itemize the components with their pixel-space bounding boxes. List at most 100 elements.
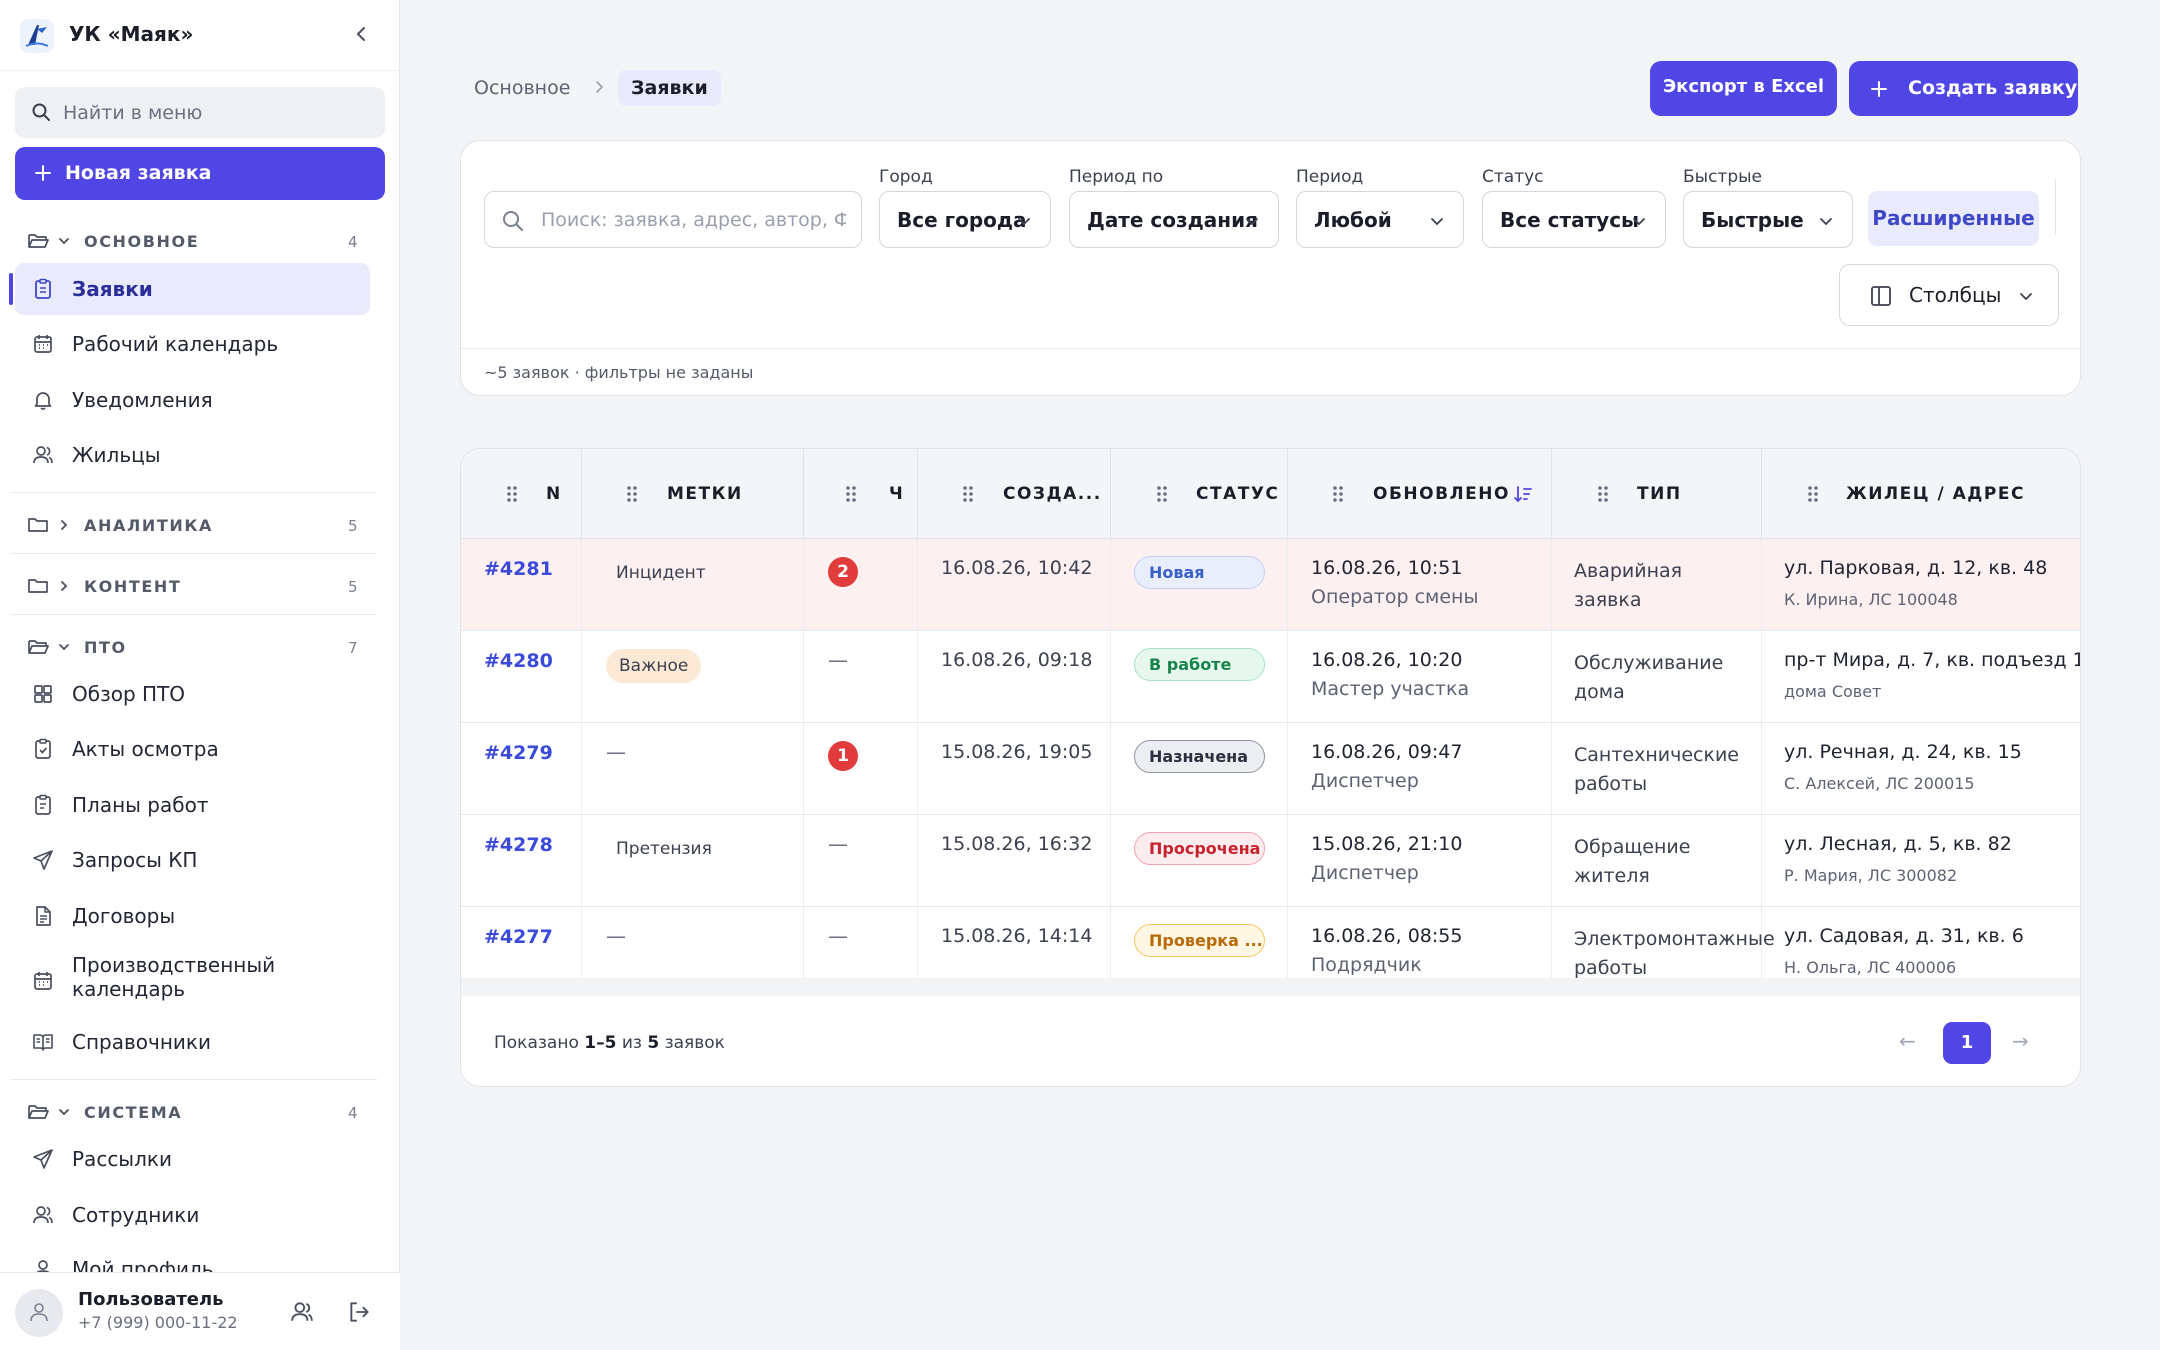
logout-icon[interactable] (347, 1300, 371, 1324)
nav-group-content[interactable]: КОНТЕНТ 5 (0, 571, 400, 601)
next-page-button[interactable]: → (2012, 1029, 2029, 1053)
city-select[interactable]: Все города (879, 191, 1051, 248)
chevron-left-icon (356, 27, 365, 41)
column-header-created[interactable]: СОЗДА... (918, 449, 1111, 539)
sidebar-item-kp-requests[interactable]: Запросы КП (15, 834, 370, 886)
create-request-button[interactable]: Создать заявку (1849, 61, 2078, 116)
sidebar-item-contracts[interactable]: Договоры (15, 890, 370, 942)
created-date: 15.08.26, 14:14 (941, 925, 1093, 947)
column-title: СОЗДА... (1003, 484, 1102, 504)
requests-table: N МЕТКИ Ч СОЗДА... СТАТУС ОБНОВЛЕНО (460, 448, 2081, 1087)
updated-by: Диспетчер (1311, 862, 1419, 884)
sidebar-item-mailings[interactable]: Рассылки (15, 1133, 370, 1185)
sidebar-header: УК «Маяк» (0, 0, 400, 71)
sidebar-item-work-calendar[interactable]: Рабочий календарь (15, 318, 370, 370)
request-id-link[interactable]: #4280 (484, 650, 553, 672)
drag-handle-icon (1333, 486, 1343, 502)
filters-panel: Поиск: заявка, адрес, автор, ФИО Город В… (460, 140, 2081, 396)
request-id-link[interactable]: #4279 (484, 742, 553, 764)
export-excel-button[interactable]: Экспорт в Excel (1650, 61, 1837, 116)
request-id-link[interactable]: #4277 (484, 926, 553, 948)
users-icon (33, 446, 53, 464)
sidebar-item-work-plans[interactable]: Планы работ (15, 779, 370, 831)
comments-count-badge: 1 (828, 741, 858, 771)
prev-page-button[interactable]: ← (1899, 1029, 1916, 1053)
folder-open-icon (28, 234, 49, 248)
table-row[interactable]: #4277 — — 15.08.26, 14:14 Проверка ... 1… (461, 907, 2080, 978)
nav-group-pto[interactable]: ПТО 7 (0, 632, 400, 662)
send-icon (33, 1149, 53, 1169)
sort-descending-icon[interactable] (1513, 484, 1533, 504)
sidebar-item-employees[interactable]: Сотрудники (15, 1189, 370, 1241)
clipboard-list-icon (35, 278, 51, 299)
comments-count-badge: 2 (828, 557, 858, 587)
period-select[interactable]: Любой (1296, 191, 1464, 248)
folder-icon (28, 518, 48, 532)
table-row[interactable]: #4279 — 1 15.08.26, 19:05 Назначена 16.0… (461, 723, 2080, 815)
created-date: 16.08.26, 09:18 (941, 649, 1093, 671)
sidebar-item-label: Рабочий календарь (72, 332, 279, 356)
sidebar-item-production-calendar[interactable]: Производственный календарь (15, 948, 370, 1001)
updated-by: Мастер участка (1311, 678, 1470, 700)
chevron-down-icon (59, 238, 69, 245)
columns-icon (1871, 286, 1891, 306)
nav-group-count: 4 (348, 1104, 358, 1122)
nav-group-system[interactable]: СИСТЕМА 4 (0, 1097, 400, 1127)
chevron-down-icon (59, 644, 69, 651)
drag-handle-icon (846, 486, 856, 502)
collapse-sidebar-button[interactable] (350, 22, 374, 46)
nav-group-count: 7 (348, 639, 358, 657)
advanced-filters-button[interactable]: Расширенные (1868, 191, 2039, 246)
sidebar-divider (11, 553, 377, 554)
table-row[interactable]: #4280 Важное — 16.08.26, 09:18 В работе … (461, 631, 2080, 723)
requests-search-input[interactable]: Поиск: заявка, адрес, автор, ФИО (484, 191, 862, 248)
address: ул. Лесная, д. 5, кв. 82 (1784, 833, 2012, 855)
city-select-value: Все города (897, 208, 1027, 232)
nav-group-main[interactable]: ОСНОВНОЕ 4 (0, 226, 400, 256)
sidebar-item-notifications[interactable]: Уведомления (15, 374, 370, 426)
sidebar-search-input[interactable]: Найти в меню (15, 87, 385, 138)
sidebar-item-label: Заявки (72, 277, 153, 301)
table-row[interactable]: #4278 Претензия — 15.08.26, 16:32 Просро… (461, 815, 2080, 907)
empty-value: — (828, 832, 848, 856)
page-1-button[interactable]: 1 (1943, 1022, 1991, 1064)
sidebar-item-pto-overview[interactable]: Обзор ПТО (15, 668, 370, 720)
avatar[interactable] (15, 1289, 63, 1337)
column-header-type[interactable]: ТИП (1552, 449, 1762, 539)
sidebar-item-inspection-acts[interactable]: Акты осмотра (15, 723, 370, 775)
column-header-status[interactable]: СТАТУС (1111, 449, 1288, 539)
switch-user-icon[interactable] (290, 1300, 314, 1324)
filters-footer-divider (461, 348, 2080, 349)
table-horizontal-scrollbar[interactable] (461, 978, 2080, 996)
period-by-select[interactable]: Дате создания (1069, 191, 1279, 248)
period-select-value: Любой (1314, 208, 1392, 232)
column-header-resident[interactable]: ЖИЛЕЦ / АДРЕС (1762, 449, 2080, 539)
sidebar-item-label: Рассылки (72, 1147, 172, 1171)
status-select[interactable]: Все статусы (1482, 191, 1666, 248)
sidebar-user-panel: Пользователь +7 (999) 000-11-22 (0, 1272, 400, 1350)
sidebar-item-directories[interactable]: Справочники (15, 1016, 370, 1068)
user-name: Пользователь (78, 1289, 224, 1310)
status-badge: Проверка ... (1134, 924, 1265, 957)
breadcrumb-root[interactable]: Основное (474, 77, 571, 99)
column-header-tags[interactable]: МЕТКИ (582, 449, 804, 539)
columns-button[interactable]: Столбцы (1839, 264, 2059, 326)
pagination-prefix: Показано (494, 1033, 579, 1053)
empty-value: — (828, 648, 848, 672)
request-id-link[interactable]: #4281 (484, 558, 553, 580)
column-header-n[interactable]: N (461, 449, 582, 539)
tag-label: Претензия (616, 839, 712, 859)
new-request-button[interactable]: Новая заявка (15, 147, 385, 200)
updated-by: Диспетчер (1311, 770, 1419, 792)
request-id-link[interactable]: #4278 (484, 834, 553, 856)
table-row[interactable]: #4281 Инцидент 2 16.08.26, 10:42 Новая 1… (461, 539, 2080, 631)
created-date: 15.08.26, 19:05 (941, 741, 1093, 763)
sidebar-item-requests[interactable]: Заявки (9, 263, 370, 315)
sidebar-item-label: Договоры (72, 904, 176, 928)
quick-select[interactable]: Быстрые (1683, 191, 1853, 248)
column-header-updated[interactable]: ОБНОВЛЕНО (1288, 449, 1552, 539)
column-header-comments[interactable]: Ч (804, 449, 918, 539)
pagination-of: из (621, 1033, 642, 1053)
nav-group-analytics[interactable]: АНАЛИТИКА 5 (0, 510, 400, 540)
sidebar-item-residents[interactable]: Жильцы (15, 429, 370, 481)
